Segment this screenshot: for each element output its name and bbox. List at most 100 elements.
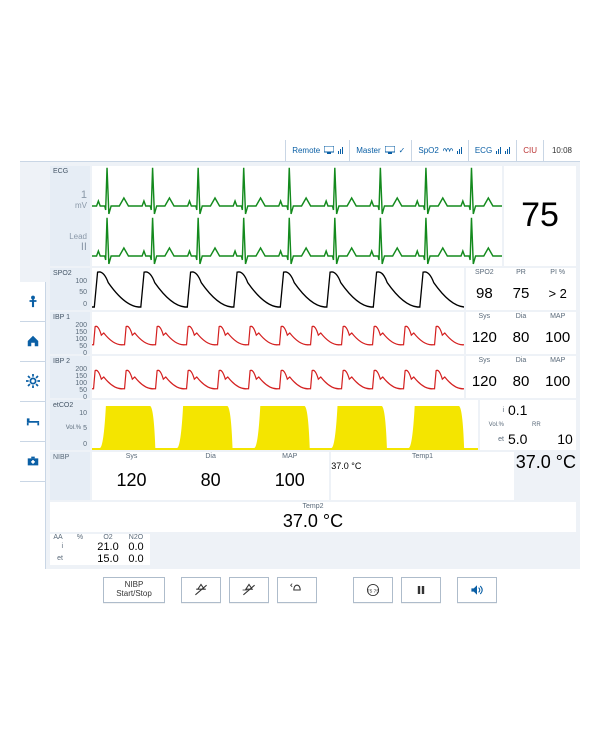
- temp1-box: Temp1 37.0 °C: [331, 452, 514, 500]
- ibp2-v3: 100: [539, 365, 576, 398]
- ibp2-tick: 100: [75, 380, 87, 387]
- ibp1-tick: 150: [75, 329, 87, 336]
- nibp-btn-l2: Start/Stop: [116, 590, 152, 599]
- etco2-tick: 5: [83, 425, 87, 432]
- signal-icon: [496, 146, 501, 154]
- alarm-pause-button[interactable]: [229, 577, 269, 603]
- spo2-v2: 75: [503, 277, 540, 310]
- nibp-start-stop-button[interactable]: NIBP Start/Stop: [103, 577, 165, 603]
- tab-remote-label: Remote: [292, 146, 320, 155]
- body: ECG 1 mV Lead II 75: [20, 162, 580, 569]
- signal-icon: [338, 146, 343, 154]
- alarm-reset-button[interactable]: [277, 577, 317, 603]
- nibp-box: Sys Dia MAP 120 80 100: [92, 452, 329, 500]
- ibp1-h2: Dia: [503, 312, 540, 321]
- ibp2-left: IBP 2 200 150 100 50 0: [50, 356, 90, 398]
- tab-ecg[interactable]: ECG: [468, 140, 516, 161]
- signal-icon: [505, 146, 510, 154]
- etco2-et-label: et: [480, 436, 508, 443]
- tab-master-label: Master: [356, 146, 380, 155]
- ecg-hr-readout: 75: [504, 166, 576, 266]
- temp2-box: Temp2 37.0 °C: [50, 502, 576, 532]
- sidebar-bed-button[interactable]: [20, 402, 45, 442]
- bottom-numerics: NIBP Sys Dia MAP 120 80 100 Temp1: [50, 452, 576, 500]
- etco2-rr-label: RR: [532, 422, 554, 428]
- aa-h2: O2: [94, 534, 122, 541]
- ibp1-readout: Sys Dia MAP 120 80 100: [466, 312, 576, 354]
- tab-spo2[interactable]: SpO2: [411, 140, 467, 161]
- pause-button[interactable]: [401, 577, 441, 603]
- nibp-label: NIBP: [50, 452, 90, 500]
- ibp1-tick: 200: [75, 322, 87, 329]
- ibp2-h1: Sys: [466, 356, 503, 365]
- spo2-h3: PI %: [539, 268, 576, 277]
- spo2-v1: 98: [466, 277, 503, 310]
- nibp-v1: 120: [92, 461, 171, 500]
- nibp-v2: 80: [171, 461, 250, 500]
- spo2-waveform[interactable]: [92, 268, 464, 310]
- nibp-h3: MAP: [250, 452, 329, 461]
- ecg-left-panel: ECG 1 mV Lead II: [50, 166, 90, 266]
- ecg-scale-unit: mV: [75, 201, 87, 210]
- etco2-et-val: 5.0: [508, 431, 532, 447]
- etco2-vol-label: Vol.%: [480, 422, 508, 428]
- ecg-title: ECG: [53, 168, 68, 175]
- aa-r2-l: et: [50, 555, 66, 562]
- aa-r1-v3: 0.0: [122, 541, 150, 553]
- tab-ecg-label: ECG: [475, 146, 492, 155]
- ibp1-h3: MAP: [539, 312, 576, 321]
- temp1-val: 37.0 °C: [331, 461, 514, 471]
- alarm-silence-button[interactable]: [181, 577, 221, 603]
- footer-toolbar: NIBP Start/Stop 75 75: [97, 569, 503, 613]
- temp2-label: Temp2: [50, 502, 576, 511]
- patient-monitor: Remote Master ✓ SpO2 ECG CIU 10:08: [20, 140, 580, 569]
- ibp2-tick: 200: [75, 366, 87, 373]
- nibp-h1: Sys: [92, 452, 171, 461]
- spo2-row: SPO2 100 50 0 SPO2 PR PI % 98: [50, 268, 576, 310]
- sidebar-settings-button[interactable]: [20, 362, 45, 402]
- spo2-h1: SPO2: [466, 268, 503, 277]
- tab-master[interactable]: Master ✓: [349, 140, 411, 161]
- ibp2-h3: MAP: [539, 356, 576, 365]
- ecg-hr-value: 75: [521, 196, 559, 235]
- ibp2-v2: 80: [503, 365, 540, 398]
- aa-box: AA % O2 N2O i 21.0 0.0 et 15.0: [50, 534, 150, 565]
- etco2-waveform[interactable]: [92, 400, 478, 450]
- freeze-button[interactable]: 75 75: [353, 577, 393, 603]
- ecg-waveform[interactable]: [92, 166, 502, 266]
- etco2-row: etCO2 10 Vol.% 5 0 i 0.1: [50, 400, 576, 450]
- etco2-left: etCO2 10 Vol.% 5 0: [50, 400, 90, 450]
- aa-r1-v2: 21.0: [94, 541, 122, 553]
- ibp2-title: IBP 2: [53, 358, 70, 365]
- ibp2-tick: 150: [75, 373, 87, 380]
- clock: 10:08: [543, 140, 580, 161]
- pause-icon: [413, 582, 429, 598]
- etco2-title: etCO2: [53, 402, 73, 409]
- ibp1-title: IBP 1: [53, 314, 70, 321]
- ibp2-waveform[interactable]: [92, 356, 464, 398]
- ibp1-h1: Sys: [466, 312, 503, 321]
- sidebar-patient-button[interactable]: [20, 282, 45, 322]
- bed-icon: [26, 414, 40, 428]
- wave-icon: [443, 146, 453, 154]
- etco2-i-label: i: [480, 407, 508, 414]
- ibp2-row: IBP 2 200 150 100 50 0 Sys Dia MAP: [50, 356, 576, 398]
- volume-button[interactable]: [457, 577, 497, 603]
- signal-icon: [457, 146, 462, 154]
- tab-ciu[interactable]: CIU: [516, 140, 543, 161]
- ecg-lead-label: Lead: [69, 232, 87, 241]
- spo2-tick: 0: [83, 301, 87, 308]
- gear-icon: [26, 374, 40, 388]
- spo2-left: SPO2 100 50 0: [50, 268, 90, 310]
- etco2-readout: i 0.1 Vol.% RR et 5.0 10: [480, 400, 576, 450]
- ibp1-waveform[interactable]: [92, 312, 464, 354]
- top-status-bar: Remote Master ✓ SpO2 ECG CIU 10:08: [20, 140, 580, 162]
- aa-r2-v3: 0.0: [122, 553, 150, 565]
- temp1-val: 37.0 °C: [516, 452, 576, 473]
- tab-remote[interactable]: Remote: [285, 140, 349, 161]
- sidebar-case-button[interactable]: [20, 442, 45, 482]
- svg-text:75 75: 75 75: [367, 588, 379, 594]
- sidebar-home-button[interactable]: [20, 322, 45, 362]
- bell-pause-icon: [241, 582, 257, 598]
- ibp1-row: IBP 1 200 150 100 50 0 Sys Dia MAP: [50, 312, 576, 354]
